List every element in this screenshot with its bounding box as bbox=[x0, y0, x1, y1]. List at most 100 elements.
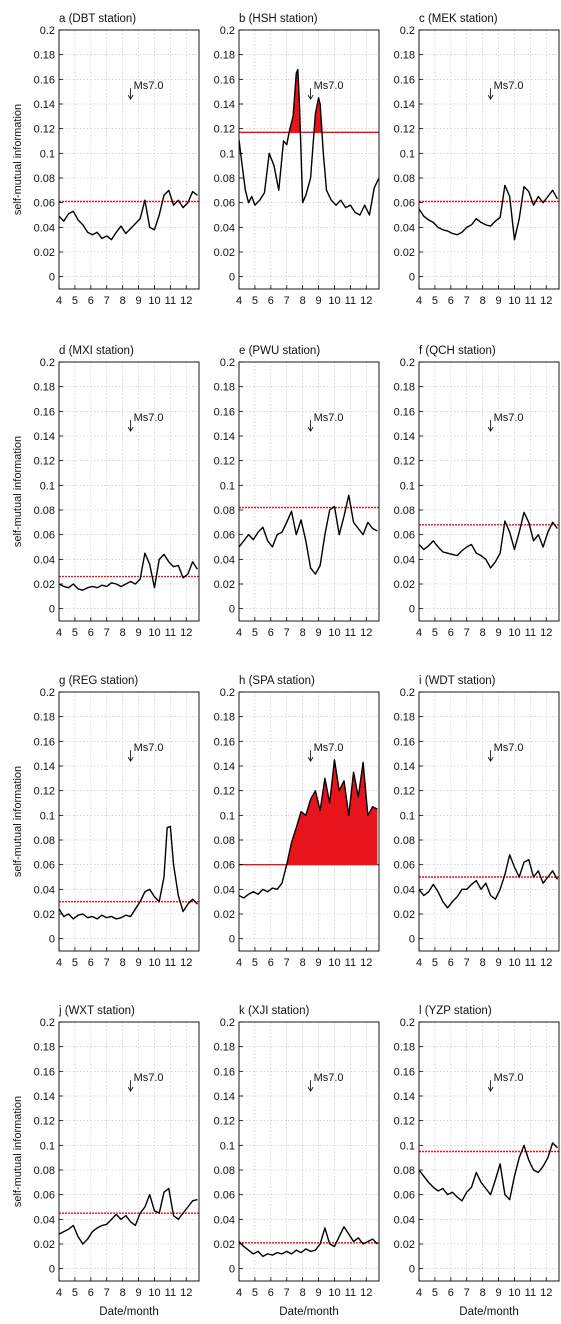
x-tick-label: 12 bbox=[360, 957, 372, 969]
y-tick-label: 0.1 bbox=[400, 148, 415, 160]
x-tick-label: 5 bbox=[252, 1287, 258, 1299]
x-tick-label: 7 bbox=[464, 1287, 470, 1299]
x-tick-label: 6 bbox=[448, 295, 454, 307]
event-arrow-head bbox=[307, 756, 314, 762]
data-line bbox=[239, 494, 378, 575]
panel-j: 0 0.02 0.04 0.06 0.08 0.1 0.12 0.14 0.16 0.18 0.2 4… bbox=[12, 1005, 200, 1318]
event-label: Ms7.0 bbox=[494, 412, 524, 424]
data-line bbox=[419, 854, 559, 909]
x-tick-label: 9 bbox=[495, 1287, 501, 1299]
panel-title: h (SPA station) bbox=[239, 675, 315, 687]
y-tick-label: 0.1 bbox=[400, 1140, 415, 1152]
y-tick-label: 0 bbox=[229, 272, 235, 284]
y-tick-label: 0.18 bbox=[214, 50, 235, 62]
data-line bbox=[59, 1187, 198, 1245]
y-axis-label: self-mutual information bbox=[12, 436, 24, 547]
event-label: Ms7.0 bbox=[314, 1072, 344, 1084]
x-tick-label: 11 bbox=[525, 957, 536, 969]
x-tick-label: 4 bbox=[236, 295, 242, 307]
x-tick-label: 5 bbox=[72, 627, 78, 639]
y-tick-label: 0.18 bbox=[394, 1042, 415, 1054]
y-tick-label: 0.1 bbox=[220, 480, 235, 492]
x-tick-label: 11 bbox=[165, 957, 176, 969]
y-tick-label: 0.14 bbox=[214, 1091, 235, 1103]
x-tick-label: 7 bbox=[104, 957, 110, 969]
event-arrow-head bbox=[307, 426, 314, 432]
y-tick-label: 0.02 bbox=[214, 247, 235, 259]
x-tick-label: 7 bbox=[284, 295, 290, 307]
y-tick-label: 0.08 bbox=[394, 1165, 415, 1177]
x-tick-label: 4 bbox=[236, 957, 242, 969]
y-tick-label: 0.14 bbox=[394, 761, 415, 773]
y-tick-label: 0.06 bbox=[214, 530, 235, 542]
y-tick-label: 0.06 bbox=[394, 198, 415, 210]
panel-title: j (WXT station) bbox=[58, 1005, 135, 1017]
y-tick-label: 0.02 bbox=[394, 579, 415, 591]
y-tick-label: 0.18 bbox=[394, 382, 415, 394]
event-label: Ms7.0 bbox=[494, 742, 524, 754]
x-tick-label: 9 bbox=[135, 295, 141, 307]
x-tick-label: 5 bbox=[72, 1287, 78, 1299]
x-tick-label: 12 bbox=[540, 957, 552, 969]
axes-frame bbox=[418, 691, 560, 952]
y-tick-label: 0.2 bbox=[400, 1017, 415, 1029]
y-tick-label: 0.2 bbox=[220, 25, 235, 37]
y-tick-label: 0.12 bbox=[34, 786, 55, 798]
x-tick-label: 10 bbox=[148, 627, 160, 639]
x-tick-label: 8 bbox=[120, 1287, 126, 1299]
x-tick-label: 10 bbox=[328, 295, 340, 307]
y-tick-label: 0.04 bbox=[214, 554, 235, 566]
x-tick-label: 11 bbox=[345, 1287, 356, 1299]
panel-k: 0 0.02 0.04 0.06 0.08 0.1 0.12 0.14 0.16 0.18 0.2 4… bbox=[214, 1005, 380, 1318]
x-tick-label: 5 bbox=[72, 295, 78, 307]
y-tick-label: 0.2 bbox=[400, 25, 415, 37]
panel-title: k (XJI station) bbox=[239, 1005, 309, 1017]
x-tick-label: 10 bbox=[148, 295, 160, 307]
axes-frame bbox=[238, 29, 380, 290]
x-tick-label: 12 bbox=[360, 295, 372, 307]
x-tick-label: 10 bbox=[148, 1287, 160, 1299]
y-tick-label: 0.02 bbox=[214, 579, 235, 591]
x-tick-label: 10 bbox=[328, 957, 340, 969]
panel-title: e (PWU station) bbox=[239, 345, 320, 357]
y-tick-label: 0.12 bbox=[394, 124, 415, 136]
y-tick-label: 0.2 bbox=[220, 1017, 235, 1029]
y-tick-label: 0.04 bbox=[34, 554, 55, 566]
x-tick-label: 9 bbox=[495, 957, 501, 969]
y-tick-label: 0.14 bbox=[34, 99, 55, 111]
panel-c: 0 0.02 0.04 0.06 0.08 0.1 0.12 0.14 0.16 0.18 0.2 4… bbox=[394, 13, 560, 307]
event-label: Ms7.0 bbox=[134, 80, 164, 92]
panel-title: d (MXI station) bbox=[59, 345, 134, 357]
x-tick-label: 5 bbox=[432, 627, 438, 639]
x-tick-label: 11 bbox=[345, 957, 356, 969]
y-tick-label: 0.04 bbox=[394, 1214, 415, 1226]
y-tick-label: 0.16 bbox=[394, 74, 415, 86]
x-tick-label: 8 bbox=[300, 295, 306, 307]
y-tick-label: 0.06 bbox=[34, 198, 55, 210]
x-tick-label: 11 bbox=[525, 295, 536, 307]
panel-f: 0 0.02 0.04 0.06 0.08 0.1 0.12 0.14 0.16 0.18 0.2 4… bbox=[394, 345, 560, 639]
x-tick-label: 6 bbox=[88, 627, 94, 639]
y-tick-label: 0.08 bbox=[214, 835, 235, 847]
y-tick-label: 0.06 bbox=[394, 1190, 415, 1202]
x-tick-label: 9 bbox=[315, 627, 321, 639]
panel-title: l (YZP station) bbox=[419, 1005, 492, 1017]
panel-h: 0 0.02 0.04 0.06 0.08 0.1 0.12 0.14 0.16 0.18 0.2 4… bbox=[214, 675, 380, 969]
x-tick-label: 9 bbox=[495, 627, 501, 639]
y-tick-label: 0.04 bbox=[214, 884, 235, 896]
x-tick-label: 8 bbox=[300, 627, 306, 639]
y-tick-label: 0.1 bbox=[400, 480, 415, 492]
x-tick-label: 4 bbox=[416, 957, 422, 969]
x-tick-label: 8 bbox=[120, 957, 126, 969]
y-tick-label: 0 bbox=[229, 1264, 235, 1276]
x-tick-label: 12 bbox=[540, 295, 552, 307]
panel-g: 0 0.02 0.04 0.06 0.08 0.1 0.12 0.14 0.16 0.18 0.2 4… bbox=[12, 675, 200, 969]
axes-frame bbox=[238, 1021, 380, 1282]
y-tick-label: 0.06 bbox=[34, 860, 55, 872]
panel-d: 0 0.02 0.04 0.06 0.08 0.1 0.12 0.14 0.16 0.18 0.2 4… bbox=[12, 345, 200, 639]
event-arrow-head bbox=[487, 1086, 494, 1092]
y-tick-label: 0.16 bbox=[34, 1066, 55, 1078]
x-tick-label: 5 bbox=[432, 1287, 438, 1299]
x-tick-label: 6 bbox=[448, 627, 454, 639]
x-tick-label: 5 bbox=[432, 957, 438, 969]
